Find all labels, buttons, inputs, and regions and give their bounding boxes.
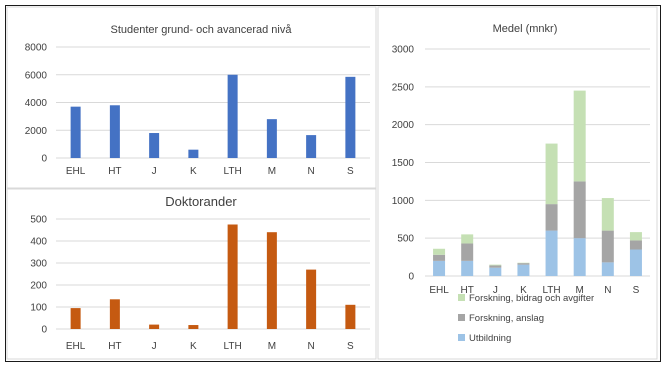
chart3-legend-swatch <box>458 314 465 321</box>
chart3-xtick-label: S <box>633 285 640 296</box>
chart1-xtick-label: EHL <box>66 166 86 177</box>
chart2-plot: 0 100 200 300 400 500 EHL HT J K LTH M N S <box>30 215 370 352</box>
chart1-bar <box>70 106 81 158</box>
chart1-border <box>6 6 377 189</box>
chart2-ytick-label: 200 <box>30 281 47 292</box>
chart2-ytick-label: 500 <box>30 215 47 226</box>
chart1-ytick-label: 2000 <box>25 126 48 137</box>
chart3-title: Medel (mnkr) <box>493 23 558 35</box>
chart3-ytick-label: 2500 <box>392 82 415 93</box>
chart1-bar <box>188 149 199 158</box>
chart3-legend-label: Forskning, bidrag och avgifter <box>469 293 594 304</box>
chart2-ytick-label: 100 <box>30 303 47 314</box>
chart3-bar-forskning-bidrag-och-avgifter <box>573 90 586 182</box>
chart3-border <box>377 6 658 360</box>
chart3-bar-forskning-anslag <box>601 230 614 263</box>
chart3-bar-utbildning <box>545 230 558 276</box>
chart3-bar-utbildning <box>517 264 530 276</box>
chart1-bar <box>227 74 238 158</box>
chart3-bar-forskning-bidrag-och-avgifter <box>601 198 614 231</box>
chart1-xtick-label: M <box>268 166 276 177</box>
chart1-ytick-label: 0 <box>41 154 47 165</box>
chart2-ytick-label: 400 <box>30 237 47 248</box>
chart1-title: Studenter grund- och avancerad nivå <box>110 24 292 36</box>
chart2-title: Doktorander <box>165 194 237 209</box>
chart3-ytick-label: 3000 <box>392 45 415 56</box>
chart3-legend-label: Forskning, anslag <box>469 313 544 324</box>
chart3-bar-forskning-bidrag-och-avgifter <box>545 143 558 205</box>
chart1-xtick-label: HT <box>108 166 121 177</box>
chart2-xtick-label: M <box>268 341 276 352</box>
chart3-bar-forskning-anslag <box>433 254 446 261</box>
chart3-plot: 0 500 1000 1500 2000 2500 3000 EHL HT J K LTH M N S <box>392 45 650 296</box>
chart1-ytick-label: 8000 <box>25 43 48 54</box>
chart3-xtick-label: LTH <box>542 285 560 296</box>
chart1-xtick-label: N <box>308 166 315 177</box>
chart3-bar-forskning-anslag <box>629 240 642 250</box>
chart1-bar <box>109 105 120 158</box>
chart2-border <box>6 188 377 360</box>
chart3-ytick-label: 2000 <box>392 120 415 131</box>
chart3-bar-forskning-anslag <box>517 263 530 265</box>
chart2-bar <box>149 324 160 329</box>
chart3-ytick-label: 1000 <box>392 196 415 207</box>
chart3-bar-forskning-bidrag-och-avgifter <box>461 234 474 244</box>
chart1-bar <box>306 135 317 158</box>
chart3-xtick-label: HT <box>461 285 474 296</box>
chart1-xtick-label: S <box>347 166 354 177</box>
chart2-ytick-label: 0 <box>41 325 47 336</box>
chart1-xtick-label: LTH <box>224 166 242 177</box>
chart3-bar-utbildning <box>573 238 586 276</box>
chart2-xtick-label: J <box>152 341 157 352</box>
chart2-bar <box>109 299 120 329</box>
chart3-bar-utbildning <box>629 249 642 276</box>
chart3-xtick-label: N <box>604 285 611 296</box>
chart2-xtick-label: S <box>347 341 354 352</box>
chart3-bar-utbildning <box>601 262 614 276</box>
chart3-bar-utbildning <box>461 260 474 276</box>
chart1-xtick-label: K <box>190 166 197 177</box>
chart3-bar-forskning-anslag <box>489 265 502 268</box>
chart3-bar-utbildning <box>489 267 502 276</box>
chart3-legend-swatch <box>458 334 465 341</box>
chart3-bar-forskning-anslag <box>545 204 558 231</box>
chart2-bar <box>345 304 356 329</box>
chart2-bar <box>306 269 317 329</box>
chart2-bar <box>70 308 81 329</box>
chart3-ytick-label: 1500 <box>392 158 415 169</box>
chart3-legend-swatch <box>458 294 465 301</box>
chart1-xtick-label: J <box>152 166 157 177</box>
chart2-xtick-label: N <box>308 341 315 352</box>
chart2-xtick-label: EHL <box>66 341 86 352</box>
chart3-xtick-label: M <box>576 285 584 296</box>
chart1-ytick-label: 4000 <box>25 98 48 109</box>
chart2-bar <box>266 232 277 329</box>
chart1-bar <box>266 119 277 158</box>
chart1-bar <box>345 76 356 158</box>
chart3-bar-forskning-bidrag-och-avgifter <box>489 264 502 266</box>
chart3-xtick-label: J <box>493 285 498 296</box>
chart1-bar <box>149 133 160 158</box>
chart1-plot: 0 2000 4000 6000 8000 EHL HT J K LTH M N S <box>25 43 370 177</box>
chart2-xtick-label: K <box>190 341 197 352</box>
chart3-bar-forskning-bidrag-och-avgifter <box>629 232 642 241</box>
chart3-bar-forskning-anslag <box>573 181 586 239</box>
chart3-bar-utbildning <box>433 260 446 276</box>
chart3-xtick-label: EHL <box>429 285 449 296</box>
chart1-ytick-label: 6000 <box>25 70 48 81</box>
chart3-bar-forskning-bidrag-och-avgifter <box>433 248 446 255</box>
chart3-bar-forskning-anslag <box>461 243 474 261</box>
chart2-xtick-label: HT <box>108 341 121 352</box>
chart2-bar <box>227 224 238 329</box>
chart3-xtick-label: K <box>520 285 527 296</box>
chart2-ytick-label: 300 <box>30 259 47 270</box>
chart3-legend-label: Utbildning <box>469 333 511 344</box>
chart3-ytick-label: 500 <box>397 234 414 245</box>
chart3-legend: Forskning, bidrag och avgifter Forskning,… <box>458 293 594 344</box>
chart2-bar <box>188 325 199 329</box>
chart3-ytick-label: 0 <box>408 272 414 283</box>
chart2-xtick-label: LTH <box>224 341 242 352</box>
